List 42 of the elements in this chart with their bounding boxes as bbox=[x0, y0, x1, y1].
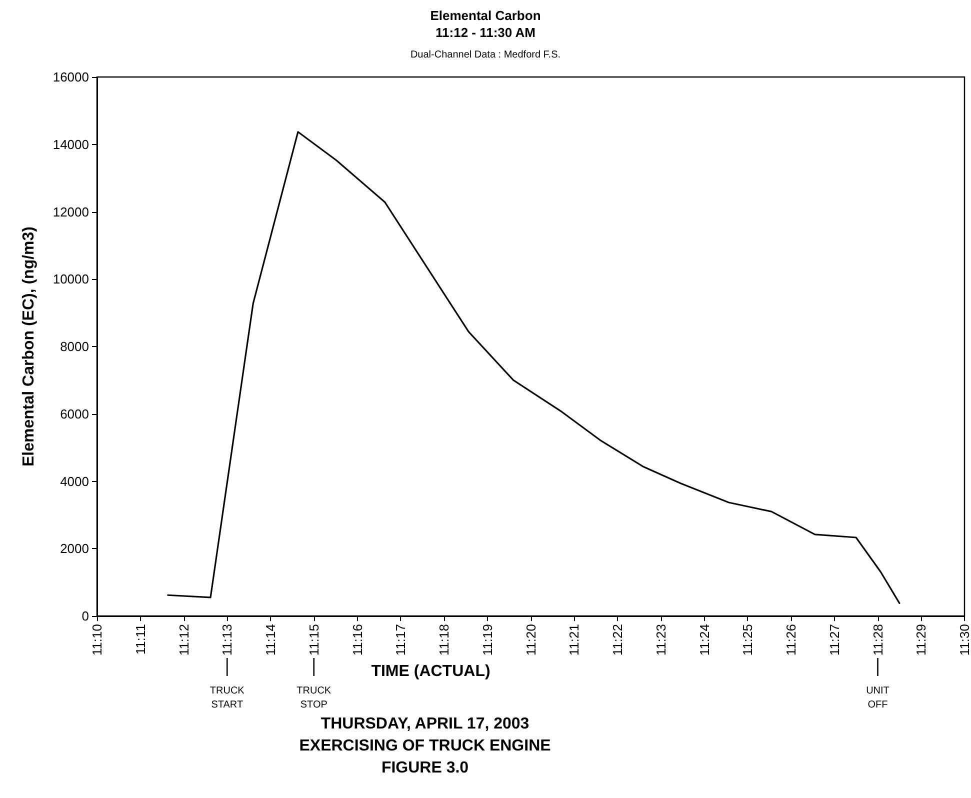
y-tick-label: 12000 bbox=[52, 204, 89, 220]
ref-line-label: UNIT OFF bbox=[866, 686, 890, 710]
x-tick-label: 11:18 bbox=[436, 624, 452, 656]
x-tick-label: 11:17 bbox=[393, 624, 408, 656]
y-tick-label: 6000 bbox=[60, 406, 89, 422]
x-tick-label: 11:12 bbox=[176, 624, 192, 656]
y-tick-label: 16000 bbox=[52, 70, 89, 84]
x-tick-label: 11:21 bbox=[566, 624, 582, 656]
y-tick-label: 8000 bbox=[60, 339, 89, 354]
y-axis-title: Elemental Carbon (EC), (ng/m3) bbox=[20, 226, 38, 467]
line-series bbox=[167, 131, 900, 604]
x-tick-label: 11:29 bbox=[914, 624, 929, 656]
x-tick-label: 11:28 bbox=[870, 624, 886, 656]
y-tick-label: 10000 bbox=[52, 272, 89, 287]
x-tick-label: 11:23 bbox=[653, 624, 668, 656]
x-tick-label: 11:15 bbox=[306, 624, 322, 656]
y-tick-label: 0 bbox=[82, 608, 89, 624]
text: EXERCISING OF TRUCK ENGINE bbox=[299, 738, 552, 754]
x-axis-title: TIME (ACTUAL) bbox=[371, 662, 490, 680]
y-tick-label: 2000 bbox=[60, 541, 89, 556]
ref-line-label: TRUCK STOP bbox=[296, 686, 332, 710]
y-tick-label: 4000 bbox=[60, 474, 89, 489]
x-tick-label: 11:27 bbox=[826, 624, 842, 656]
text: Dual-Channel Data : Medford F.S. bbox=[410, 50, 561, 60]
x-tick-label: 11:24 bbox=[696, 624, 712, 656]
x-tick-label: 11:16 bbox=[350, 624, 365, 656]
chart-subtitle: 11:12 - 11:30 AM bbox=[436, 25, 536, 40]
y-tick-label: 14000 bbox=[52, 136, 89, 152]
x-tick-label: 11:22 bbox=[610, 624, 625, 656]
x-tick-label: 11:25 bbox=[740, 624, 756, 656]
x-tick-label: 11:30 bbox=[957, 624, 971, 656]
x-tick-label: 11:26 bbox=[784, 624, 798, 656]
x-tick-label: 11:11 bbox=[132, 624, 148, 655]
ref-line-label: TRUCK START bbox=[210, 686, 245, 710]
x-tick-label: 11:14 bbox=[263, 624, 278, 656]
chart-title: Elemental Carbon bbox=[430, 8, 541, 23]
x-tick-label: 11:19 bbox=[480, 624, 495, 656]
text: THURSDAY, APRIL 17, 2003 bbox=[320, 716, 530, 732]
x-tick-label: 11:10 bbox=[90, 624, 104, 656]
x-tick-label: 11:13 bbox=[220, 624, 235, 656]
x-tick-label: 11:20 bbox=[523, 624, 538, 656]
caption: FIGURE 3.0 bbox=[381, 760, 469, 776]
